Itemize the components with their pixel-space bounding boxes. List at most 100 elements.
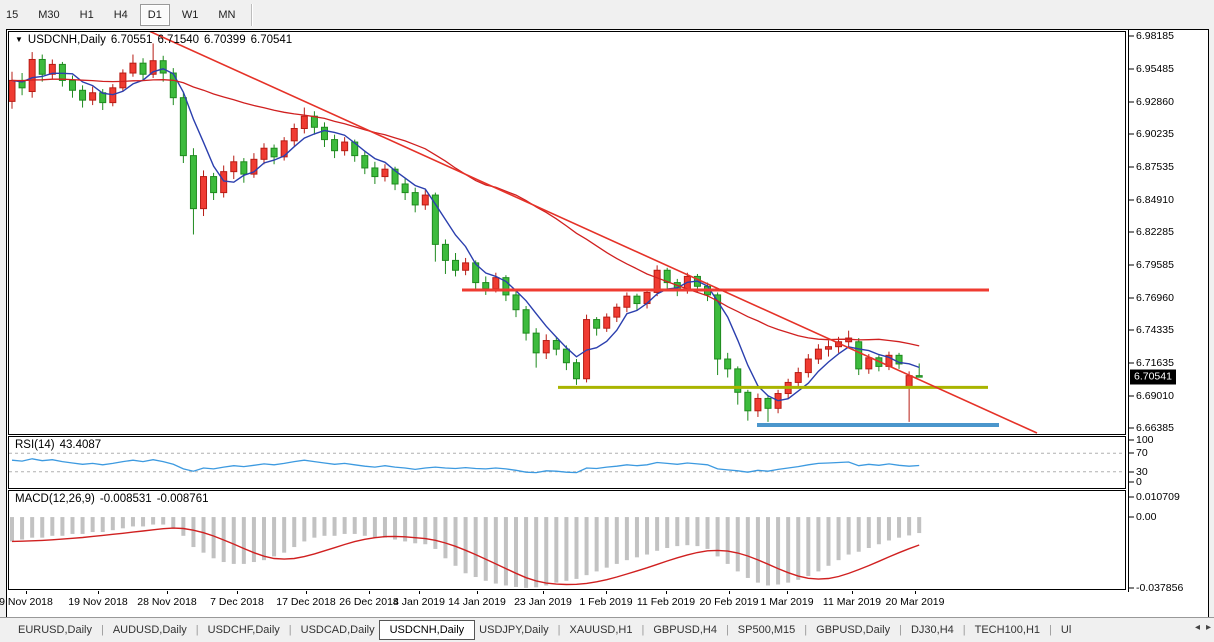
tab-separator: | — [195, 624, 199, 636]
date-axis-label: 1 Mar 2019 — [760, 596, 814, 608]
rsi-axis-label: 30 — [1136, 466, 1148, 478]
date-tick — [543, 591, 544, 594]
price-chart-canvas[interactable] — [9, 32, 1125, 434]
chart-tab-usdcad-daily[interactable]: USDCAD,Daily — [300, 624, 375, 636]
date-tick — [306, 591, 307, 594]
rsi-axis-label: 70 — [1136, 447, 1148, 459]
price-axis-label: 6.69010 — [1136, 389, 1174, 402]
date-tick — [666, 591, 667, 594]
rsi-axis-label-tick — [1129, 481, 1134, 483]
rsi-axis-label-tick — [1129, 471, 1134, 473]
date-tick — [477, 591, 478, 594]
chart-tab-dj30-h4[interactable]: DJ30,H4 — [910, 624, 954, 636]
timeframe-button-15[interactable]: 15 — [6, 8, 19, 21]
date-axis-label: 28 Nov 2018 — [137, 596, 197, 608]
rsi-canvas[interactable] — [9, 437, 1125, 488]
chart-tab-tech100-h1[interactable]: TECH100,H1 — [974, 624, 1041, 636]
tab-separator: | — [557, 624, 561, 636]
date-axis-label: 7 Dec 2018 — [210, 596, 264, 608]
chart-tab-sp500-m15[interactable]: SP500,M15 — [737, 624, 796, 636]
chart-tab-ul[interactable]: Ul — [1060, 624, 1072, 636]
tab-scroll-right-icon[interactable]: ▸ — [1205, 622, 1211, 633]
date-tick — [237, 591, 238, 594]
macd-axis-label: -0.037856 — [1136, 582, 1184, 594]
date-tick — [98, 591, 99, 594]
current-price-tag: 6.70541 — [1130, 369, 1176, 385]
macd-canvas[interactable] — [9, 491, 1125, 589]
date-tick — [419, 591, 420, 594]
tab-separator: | — [1049, 624, 1052, 636]
price-axis-label: 6.92860 — [1136, 95, 1174, 108]
price-axis-label: 6.76960 — [1136, 291, 1174, 304]
price-axis-label: 6.87535 — [1136, 161, 1174, 174]
tab-separator: | — [100, 624, 104, 636]
tab-scroll-left-icon[interactable]: ◂ — [1194, 622, 1200, 633]
price-axis-label: 6.84910 — [1136, 193, 1174, 206]
macd-axis-label-tick — [1129, 496, 1134, 498]
macd-axis-label: 0.010709 — [1136, 491, 1180, 503]
chart-tab-usdchf-daily[interactable]: USDCHF,Daily — [207, 624, 280, 636]
macd-axis-label-tick — [1129, 587, 1134, 589]
timeframe-button-d1[interactable]: D1 — [139, 3, 170, 26]
date-tick — [167, 591, 168, 594]
date-axis-label: 20 Mar 2019 — [885, 596, 945, 608]
price-axis-label-tick — [1129, 166, 1134, 168]
date-axis-label: 17 Dec 2018 — [276, 596, 336, 608]
timeframe-button-h4[interactable]: H4 — [113, 8, 128, 21]
date-axis-label: 11 Feb 2019 — [636, 596, 696, 608]
toolbar-separator — [251, 3, 254, 26]
timeframe-button-w1[interactable]: W1 — [181, 8, 199, 21]
tab-separator: | — [899, 624, 902, 636]
chart-tab-usdcnh-daily[interactable]: USDCNH,Daily — [378, 620, 476, 640]
date-tick — [729, 591, 730, 594]
chart-tab-gbpusd-h4[interactable]: GBPUSD,H4 — [653, 624, 717, 636]
price-axis-label-tick — [1129, 362, 1134, 364]
timeframe-button-m30[interactable]: M30 — [38, 8, 60, 21]
timeframe-toolbar: 15 M30 H1 H4 D1 W1 MN — [0, 0, 1214, 29]
price-pane[interactable]: ▼ USDCNH,Daily 6.70551 6.71540 6.70399 6.7054… — [8, 31, 1126, 435]
price-axis-label-tick — [1129, 329, 1134, 331]
date-axis[interactable]: 9 Nov 2018 19 Nov 2018 28 Nov 2018 7 Dec 20… — [0, 591, 1126, 617]
date-tick — [26, 591, 27, 594]
price-axis-label: 6.66385 — [1136, 422, 1174, 434]
tab-separator: | — [641, 624, 645, 636]
tab-scroller: ◂ ▸ — [1188, 622, 1211, 633]
date-axis-label: 11 Mar 2019 — [822, 596, 882, 608]
rsi-axis-label-tick — [1129, 452, 1134, 454]
tab-separator: | — [804, 624, 808, 636]
price-axis-label: 6.82285 — [1136, 226, 1174, 238]
rsi-axis-label-tick — [1129, 439, 1134, 441]
chart-tab-eurusd-daily[interactable]: EURUSD,Daily — [18, 624, 92, 636]
date-axis-label: 1 Feb 2019 — [579, 596, 633, 608]
price-axis-label-tick — [1129, 427, 1134, 429]
chart-tabs: EURUSD,Daily | AUDUSD,Daily | USDCHF,Daily | U… — [0, 617, 1214, 642]
date-axis-label: 20 Feb 2019 — [699, 596, 759, 608]
price-axis-label: 6.71635 — [1136, 357, 1174, 370]
chart-tab-audusd-daily[interactable]: AUDUSD,Daily — [112, 624, 187, 636]
price-axis[interactable]: 6.70541 6.98185 6.95485 6.92860 6.90235 6.87… — [1128, 30, 1208, 594]
price-axis-label-tick — [1129, 68, 1134, 70]
date-axis-label: 23 Jan 2019 — [514, 596, 572, 608]
macd-axis-label-tick — [1129, 516, 1134, 518]
chart-tab-xauusd-h1[interactable]: XAUUSD,H1 — [569, 624, 633, 636]
rsi-axis-label: 100 — [1136, 434, 1154, 446]
chart-tab-gbpusd-daily[interactable]: GBPUSD,Daily — [816, 624, 891, 636]
rsi-axis-label: 0 — [1136, 476, 1142, 488]
price-axis-label-tick — [1129, 101, 1134, 103]
date-tick — [369, 591, 370, 594]
date-axis-label: 4 Jan 2019 — [393, 596, 445, 608]
tab-separator: | — [725, 624, 729, 636]
timeframe-button-h1[interactable]: H1 — [79, 8, 94, 21]
price-axis-label: 6.98185 — [1136, 30, 1174, 42]
date-axis-label: 19 Nov 2018 — [68, 596, 128, 608]
tab-separator: | — [962, 624, 966, 636]
date-tick — [915, 591, 916, 594]
date-axis-label: 14 Jan 2019 — [448, 596, 506, 608]
timeframe-button-mn[interactable]: MN — [218, 8, 236, 21]
rsi-pane[interactable]: RSI(14) 43.4087 — [8, 436, 1126, 489]
macd-pane[interactable]: MACD(12,26,9) -0.008531 -0.008761 — [8, 490, 1126, 590]
tab-separator: | — [288, 624, 292, 636]
date-axis-label: 9 Nov 2018 — [0, 596, 53, 608]
chart-tab-usdjpy-daily[interactable]: USDJPY,Daily — [479, 624, 549, 636]
